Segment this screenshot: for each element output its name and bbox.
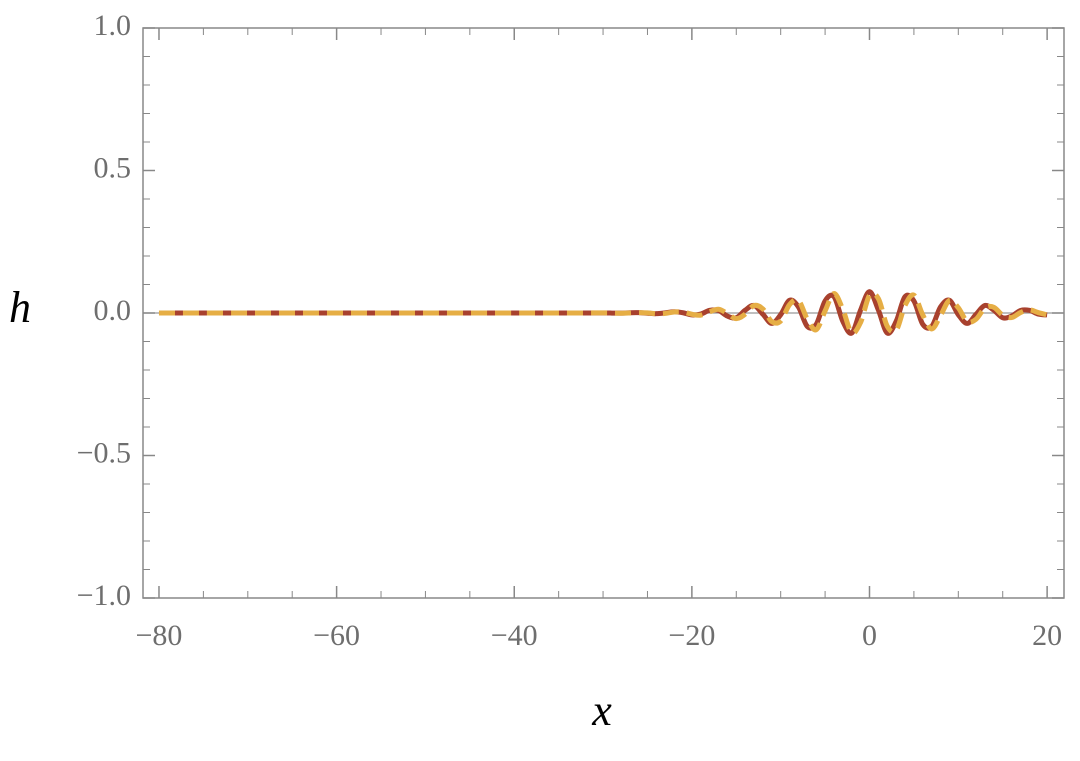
x-tick-label: −20 bbox=[668, 619, 715, 652]
y-tick-label: 0.0 bbox=[94, 294, 132, 327]
y-tick-label: −0.5 bbox=[77, 436, 131, 469]
y-tick-label: −1.0 bbox=[77, 579, 131, 612]
data-line bbox=[158, 290, 1048, 336]
x-tick-label: −80 bbox=[136, 619, 183, 652]
y-axis-label: h bbox=[9, 283, 31, 332]
x-tick-label: 0 bbox=[862, 619, 877, 652]
x-tick-label: −60 bbox=[313, 619, 360, 652]
y-tick-label: 1.0 bbox=[94, 9, 132, 42]
x-tick-label: −40 bbox=[491, 619, 538, 652]
x-axis-label: x bbox=[591, 686, 612, 735]
y-tick-label: 0.5 bbox=[94, 151, 132, 184]
x-tick-label: 20 bbox=[1032, 619, 1062, 652]
